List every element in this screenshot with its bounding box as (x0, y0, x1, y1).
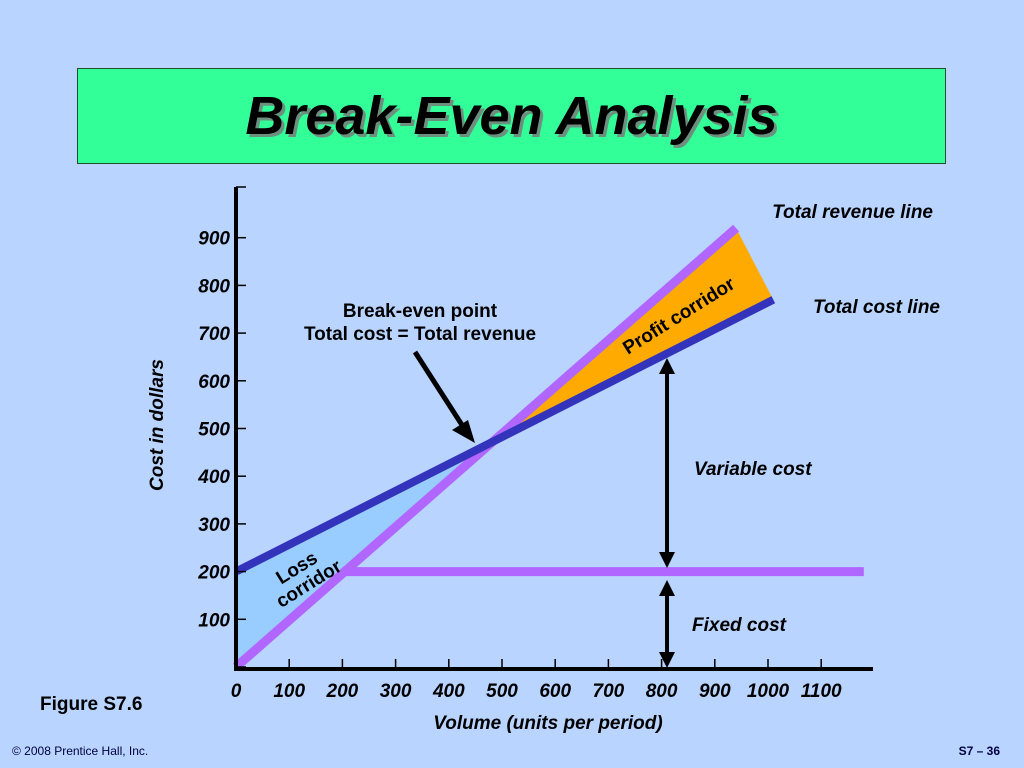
page-number: S7 – 36 (958, 744, 1000, 758)
x-tick-label: 0 (231, 681, 242, 702)
y-tick-label: 400 (197, 467, 230, 488)
x-tick-label: 1100 (801, 681, 842, 702)
total-cost-line (234, 296, 776, 576)
slide-title: Break-Even Analysis (245, 86, 778, 146)
cost-line-label: Total cost line (813, 297, 940, 318)
title-box: Break-Even Analysis (77, 68, 946, 164)
x-tick-label: 100 (273, 681, 305, 702)
y-tick-label: 800 (198, 276, 230, 297)
y-tick-label: 700 (198, 324, 230, 345)
y-tick-label: 600 (198, 372, 230, 393)
break-even-label: Break-even point (343, 301, 498, 322)
x-tick-label: 1000 (747, 681, 790, 702)
y-tick-label: 100 (198, 610, 230, 631)
x-tick-label: 800 (646, 681, 678, 702)
y-tick-label: 300 (198, 515, 230, 536)
break-even-arrow-head (452, 420, 475, 443)
copyright-text: © 2008 Prentice Hall, Inc. (12, 744, 149, 758)
variable-cost-arrow-head-top (659, 358, 675, 374)
figure-label: Figure S7.6 (40, 694, 143, 715)
break-even-formula: Total cost = Total revenue (304, 324, 536, 345)
x-tick-label: 900 (699, 681, 731, 702)
fixed-cost-label: Fixed cost (692, 615, 787, 636)
x-tick-label: 700 (593, 681, 625, 702)
x-tick-label: 600 (539, 681, 571, 702)
variable-cost-label: Variable cost (694, 459, 812, 480)
fixed-cost-arrow-head-bottom (659, 652, 675, 668)
break-even-arrow-shaft (412, 350, 465, 427)
variable-cost-arrow-head-bottom (659, 552, 675, 568)
x-tick-label: 500 (486, 681, 518, 702)
fixed-cost-arrow-head-top (659, 580, 675, 596)
y-tick-label: 500 (198, 420, 230, 441)
x-tick-label: 400 (432, 681, 465, 702)
x-tick-label: 300 (380, 681, 412, 702)
x-tick-label: 200 (326, 681, 359, 702)
y-tick-label: 900 (198, 229, 230, 250)
revenue-line-label: Total revenue line (772, 202, 933, 223)
x-axis-title: Volume (units per period) (433, 713, 662, 734)
y-axis-title: Cost in dollars (147, 359, 168, 491)
y-tick-label: 200 (197, 563, 230, 584)
